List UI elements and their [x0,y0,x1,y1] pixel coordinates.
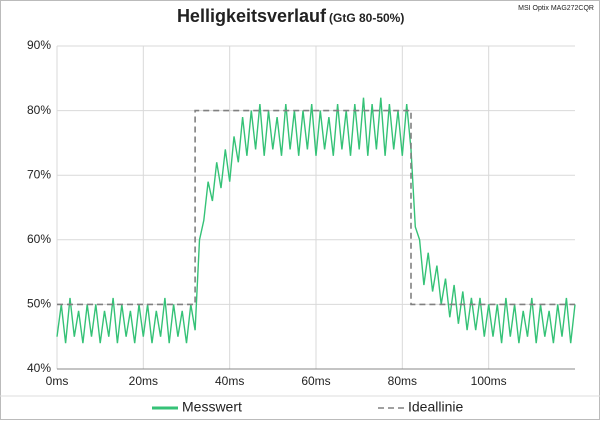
x-tick-label: 40ms [215,374,244,388]
x-tick-label: 100ms [471,374,507,388]
x-tick-label: 20ms [129,374,158,388]
series-line [56,97,576,344]
chart-title: Helligkeitsverlauf [177,6,327,26]
x-tick-label: 60ms [301,374,330,388]
legend-label: Messwert [182,399,242,415]
annotation: MSI Optix MAG272CQR [518,5,594,12]
x-tick-label: 80ms [388,374,417,388]
x-tick-label: 0ms [46,374,69,388]
y-tick-label: 90% [27,38,51,52]
y-tick-label: 80% [27,103,51,117]
y-tick-label: 50% [27,297,51,311]
chart-subtitle: (GtG 80-50%) [329,11,404,25]
y-tick-label: 40% [27,361,51,375]
legend-label: Ideallinie [408,399,463,415]
series-line [57,109,575,306]
y-tick-label: 60% [27,232,51,246]
y-tick-label: 70% [27,167,51,181]
